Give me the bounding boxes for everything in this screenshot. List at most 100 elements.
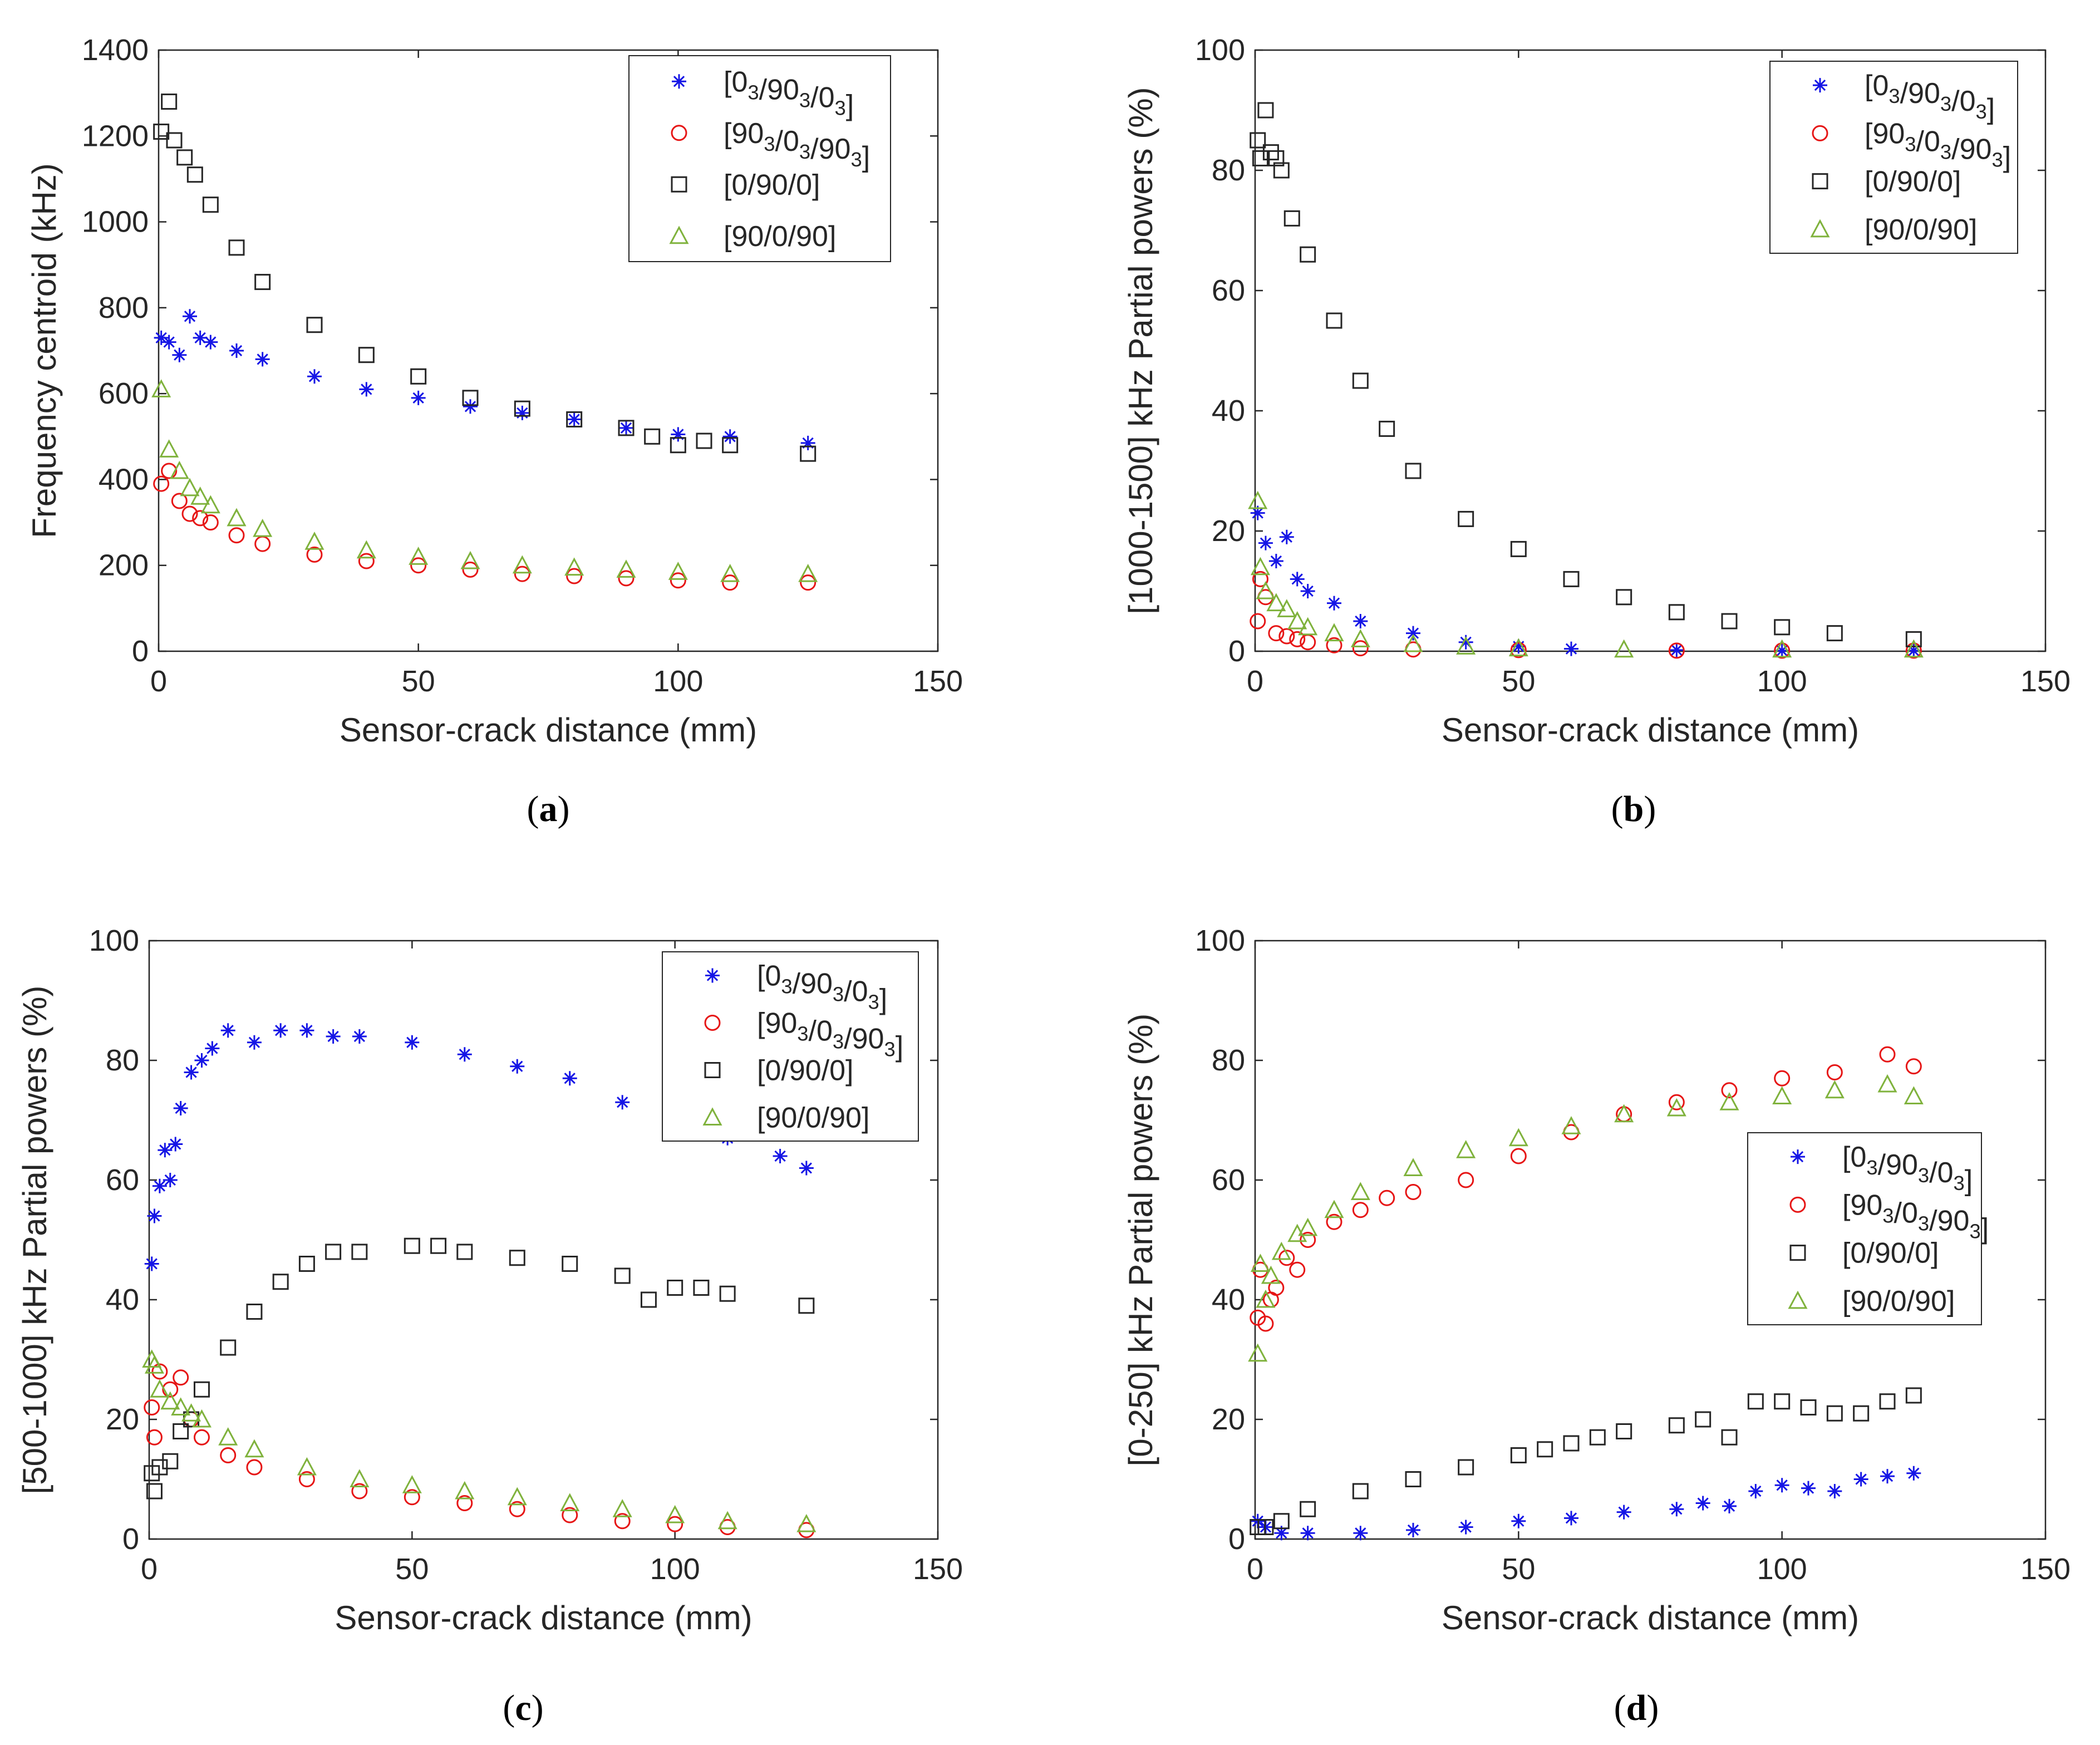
data-point	[1747, 1393, 1764, 1410]
data-point	[1268, 625, 1285, 642]
x-tick-label: 50	[1502, 665, 1535, 698]
data-point	[1352, 1202, 1369, 1218]
data-point	[1458, 635, 1473, 650]
data-point	[190, 486, 210, 505]
data-point	[1564, 641, 1578, 656]
x-tick-label: 100	[1757, 1552, 1807, 1586]
x-axis-label: Sensor-crack distance (mm)	[1442, 711, 1859, 749]
x-axis-label: Sensor-crack distance (mm)	[335, 1599, 752, 1636]
data-point	[456, 1243, 473, 1260]
data-point	[1801, 1481, 1816, 1496]
data-point	[1906, 643, 1921, 658]
data-point	[800, 445, 817, 462]
legend-label: [903/03/903]	[757, 1007, 903, 1063]
series-4	[142, 1349, 817, 1532]
legend: [03/903/03][903/03/903][0/90/0] [90/0/90]	[628, 55, 891, 262]
data-point	[163, 1173, 178, 1187]
series-3	[144, 1237, 815, 1500]
y-tick-label: 80	[106, 1044, 139, 1077]
data-point	[1508, 638, 1528, 657]
y-tick-label: 100	[89, 924, 139, 957]
y-tick-label: 60	[106, 1163, 139, 1197]
data-point	[1252, 571, 1268, 587]
series-1	[144, 1023, 814, 1271]
data-point	[1324, 1200, 1344, 1218]
legend-label: [03/903/03]	[724, 66, 854, 121]
x-tick-label: 100	[653, 665, 703, 698]
data-point	[1721, 1082, 1738, 1099]
data-point	[720, 563, 740, 582]
data-point	[1273, 1513, 1290, 1530]
y-axis-label: [500-1000] kHz Partial powers (%)	[16, 986, 53, 1495]
data-point	[616, 559, 636, 578]
data-point	[1905, 1058, 1922, 1075]
data-point	[191, 1409, 212, 1428]
data-point	[1616, 1505, 1631, 1520]
data-point	[798, 563, 818, 582]
data-point	[173, 1369, 189, 1386]
data-point	[1256, 581, 1276, 599]
data-point	[298, 1256, 315, 1272]
chart-a: 0 50 100 150 0 200 400 600 800 1000 1200 1400 Sensor…	[26, 33, 963, 829]
y-tick-label: 1200	[82, 119, 149, 153]
data-point	[192, 510, 209, 527]
data-point	[1352, 372, 1369, 389]
x-tick-label: 0	[1247, 665, 1263, 698]
data-point	[509, 1250, 525, 1266]
legend: [03/903/03][903/03/903][0/90/0] [90/0/90]	[1747, 1132, 1989, 1325]
series-1	[154, 309, 815, 450]
data-point	[404, 1489, 420, 1506]
data-point	[1695, 1411, 1712, 1428]
data-point	[298, 1471, 315, 1487]
data-point	[1405, 1184, 1422, 1200]
data-point	[566, 568, 583, 584]
data-point	[430, 1237, 447, 1254]
data-point	[1326, 312, 1342, 329]
data-point	[193, 1381, 210, 1398]
data-point	[1326, 1213, 1342, 1230]
legend-label: [0/90/0]	[757, 1055, 853, 1087]
data-point	[1668, 642, 1685, 659]
data-point	[693, 1280, 710, 1296]
data-point	[193, 330, 208, 345]
data-point	[670, 572, 686, 589]
legend-marker	[672, 74, 686, 89]
data-point	[667, 1516, 683, 1532]
data-point	[273, 1023, 288, 1038]
panel-caption: (a)	[527, 789, 570, 829]
y-tick-label: 0	[132, 635, 149, 668]
data-point	[306, 546, 323, 563]
legend-marker	[1813, 78, 1827, 93]
legend-box	[1769, 61, 2018, 254]
data-point	[1406, 626, 1420, 641]
legend-label: [0/90/0]	[1842, 1237, 1939, 1270]
legend-label: [90/0/90]	[757, 1102, 869, 1134]
data-point	[1906, 1466, 1921, 1481]
data-point	[359, 382, 374, 397]
data-point	[411, 390, 426, 405]
data-point	[1248, 1343, 1268, 1362]
plot-frame	[1254, 940, 2047, 1540]
data-point	[181, 1403, 201, 1422]
data-point	[244, 1439, 264, 1458]
legend-marker	[705, 968, 720, 983]
data-point	[229, 343, 244, 358]
data-point	[151, 379, 171, 397]
data-point	[1266, 593, 1286, 612]
x-tick-label: 150	[2020, 1552, 2071, 1586]
data-point	[247, 1035, 262, 1050]
data-point	[1774, 1070, 1791, 1087]
data-point	[1905, 642, 1922, 659]
data-point	[358, 553, 375, 569]
legend-marker	[704, 1015, 721, 1031]
data-point	[1353, 1526, 1368, 1541]
y-tick-label: 20	[1212, 514, 1245, 548]
data-point	[1268, 1280, 1285, 1296]
data-point	[514, 400, 530, 417]
data-point	[1290, 572, 1305, 587]
data-point	[168, 1137, 183, 1152]
data-point	[618, 570, 635, 587]
data-point	[618, 420, 635, 436]
data-point	[162, 1381, 179, 1398]
data-point	[1827, 1484, 1842, 1498]
